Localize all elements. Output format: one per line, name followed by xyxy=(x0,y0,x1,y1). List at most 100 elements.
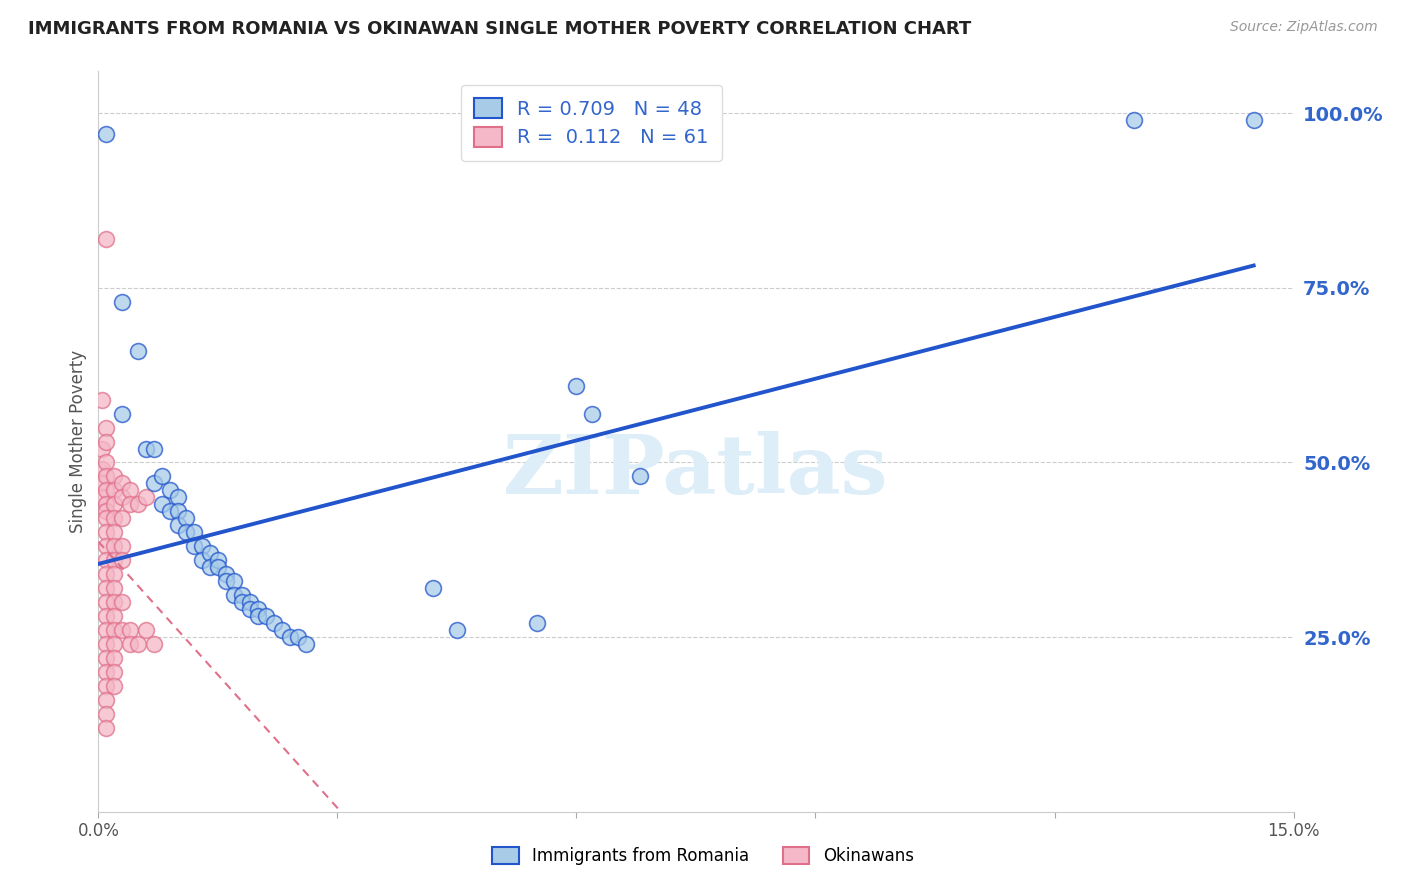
Point xyxy=(103,525,125,540)
Point xyxy=(1243,113,1265,128)
Point xyxy=(103,581,125,595)
Y-axis label: Single Mother Poverty: Single Mother Poverty xyxy=(69,350,87,533)
Point xyxy=(135,442,157,456)
Text: ZIPatlas: ZIPatlas xyxy=(503,431,889,511)
Point xyxy=(96,420,118,434)
Point xyxy=(159,483,181,498)
Point xyxy=(103,553,125,567)
Point xyxy=(96,469,118,483)
Point xyxy=(96,455,118,469)
Point xyxy=(159,504,181,518)
Point xyxy=(120,497,142,511)
Point xyxy=(231,588,253,602)
Point xyxy=(239,595,262,609)
Point xyxy=(215,567,238,582)
Point xyxy=(96,623,118,637)
Point xyxy=(120,637,142,651)
Point xyxy=(127,497,149,511)
Point xyxy=(135,623,157,637)
Point xyxy=(103,511,125,525)
Text: IMMIGRANTS FROM ROMANIA VS OKINAWAN SINGLE MOTHER POVERTY CORRELATION CHART: IMMIGRANTS FROM ROMANIA VS OKINAWAN SING… xyxy=(28,20,972,37)
Point xyxy=(96,706,118,721)
Point xyxy=(96,553,118,567)
Point xyxy=(222,574,245,589)
Point xyxy=(263,616,285,631)
Point xyxy=(526,616,548,631)
Point xyxy=(91,491,114,505)
Point xyxy=(198,560,221,574)
Point xyxy=(111,407,134,421)
Point xyxy=(174,525,197,540)
Point xyxy=(246,609,269,624)
Point xyxy=(120,483,142,498)
Point xyxy=(96,581,118,595)
Point xyxy=(96,693,118,707)
Point xyxy=(91,442,114,456)
Point xyxy=(143,637,166,651)
Point xyxy=(127,343,149,358)
Legend: R = 0.709   N = 48, R =  0.112   N = 61: R = 0.709 N = 48, R = 0.112 N = 61 xyxy=(461,85,723,161)
Point xyxy=(96,679,118,693)
Point xyxy=(287,630,309,644)
Point xyxy=(96,434,118,449)
Point xyxy=(628,469,651,483)
Point xyxy=(167,504,190,518)
Point xyxy=(150,497,173,511)
Point xyxy=(111,553,134,567)
Point xyxy=(111,476,134,491)
Point xyxy=(422,581,444,595)
Point xyxy=(96,609,118,624)
Point xyxy=(91,462,114,476)
Point xyxy=(127,637,149,651)
Point xyxy=(96,232,118,246)
Point xyxy=(103,497,125,511)
Point xyxy=(581,407,603,421)
Point xyxy=(96,504,118,518)
Point xyxy=(103,637,125,651)
Point xyxy=(191,539,214,553)
Point xyxy=(103,595,125,609)
Point xyxy=(198,546,221,560)
Point xyxy=(207,560,229,574)
Point xyxy=(191,553,214,567)
Point xyxy=(1123,113,1146,128)
Point xyxy=(167,491,190,505)
Point xyxy=(120,623,142,637)
Point xyxy=(222,588,245,602)
Point xyxy=(278,630,301,644)
Point xyxy=(103,623,125,637)
Point xyxy=(103,567,125,582)
Point xyxy=(231,595,253,609)
Point xyxy=(167,518,190,533)
Point xyxy=(96,539,118,553)
Point xyxy=(143,442,166,456)
Point xyxy=(174,511,197,525)
Point xyxy=(111,539,134,553)
Point xyxy=(111,623,134,637)
Point xyxy=(135,491,157,505)
Point xyxy=(103,679,125,693)
Point xyxy=(96,665,118,679)
Point xyxy=(150,469,173,483)
Point xyxy=(111,595,134,609)
Point xyxy=(96,567,118,582)
Point xyxy=(96,483,118,498)
Point xyxy=(103,651,125,665)
Point xyxy=(96,511,118,525)
Point xyxy=(96,637,118,651)
Point xyxy=(103,609,125,624)
Point xyxy=(91,476,114,491)
Point xyxy=(103,665,125,679)
Point xyxy=(96,127,118,141)
Point xyxy=(103,483,125,498)
Point xyxy=(270,623,292,637)
Point xyxy=(111,491,134,505)
Point xyxy=(565,378,588,392)
Point xyxy=(96,525,118,540)
Point xyxy=(91,392,114,407)
Point xyxy=(96,595,118,609)
Point xyxy=(96,497,118,511)
Point xyxy=(446,623,468,637)
Point xyxy=(143,476,166,491)
Point xyxy=(103,469,125,483)
